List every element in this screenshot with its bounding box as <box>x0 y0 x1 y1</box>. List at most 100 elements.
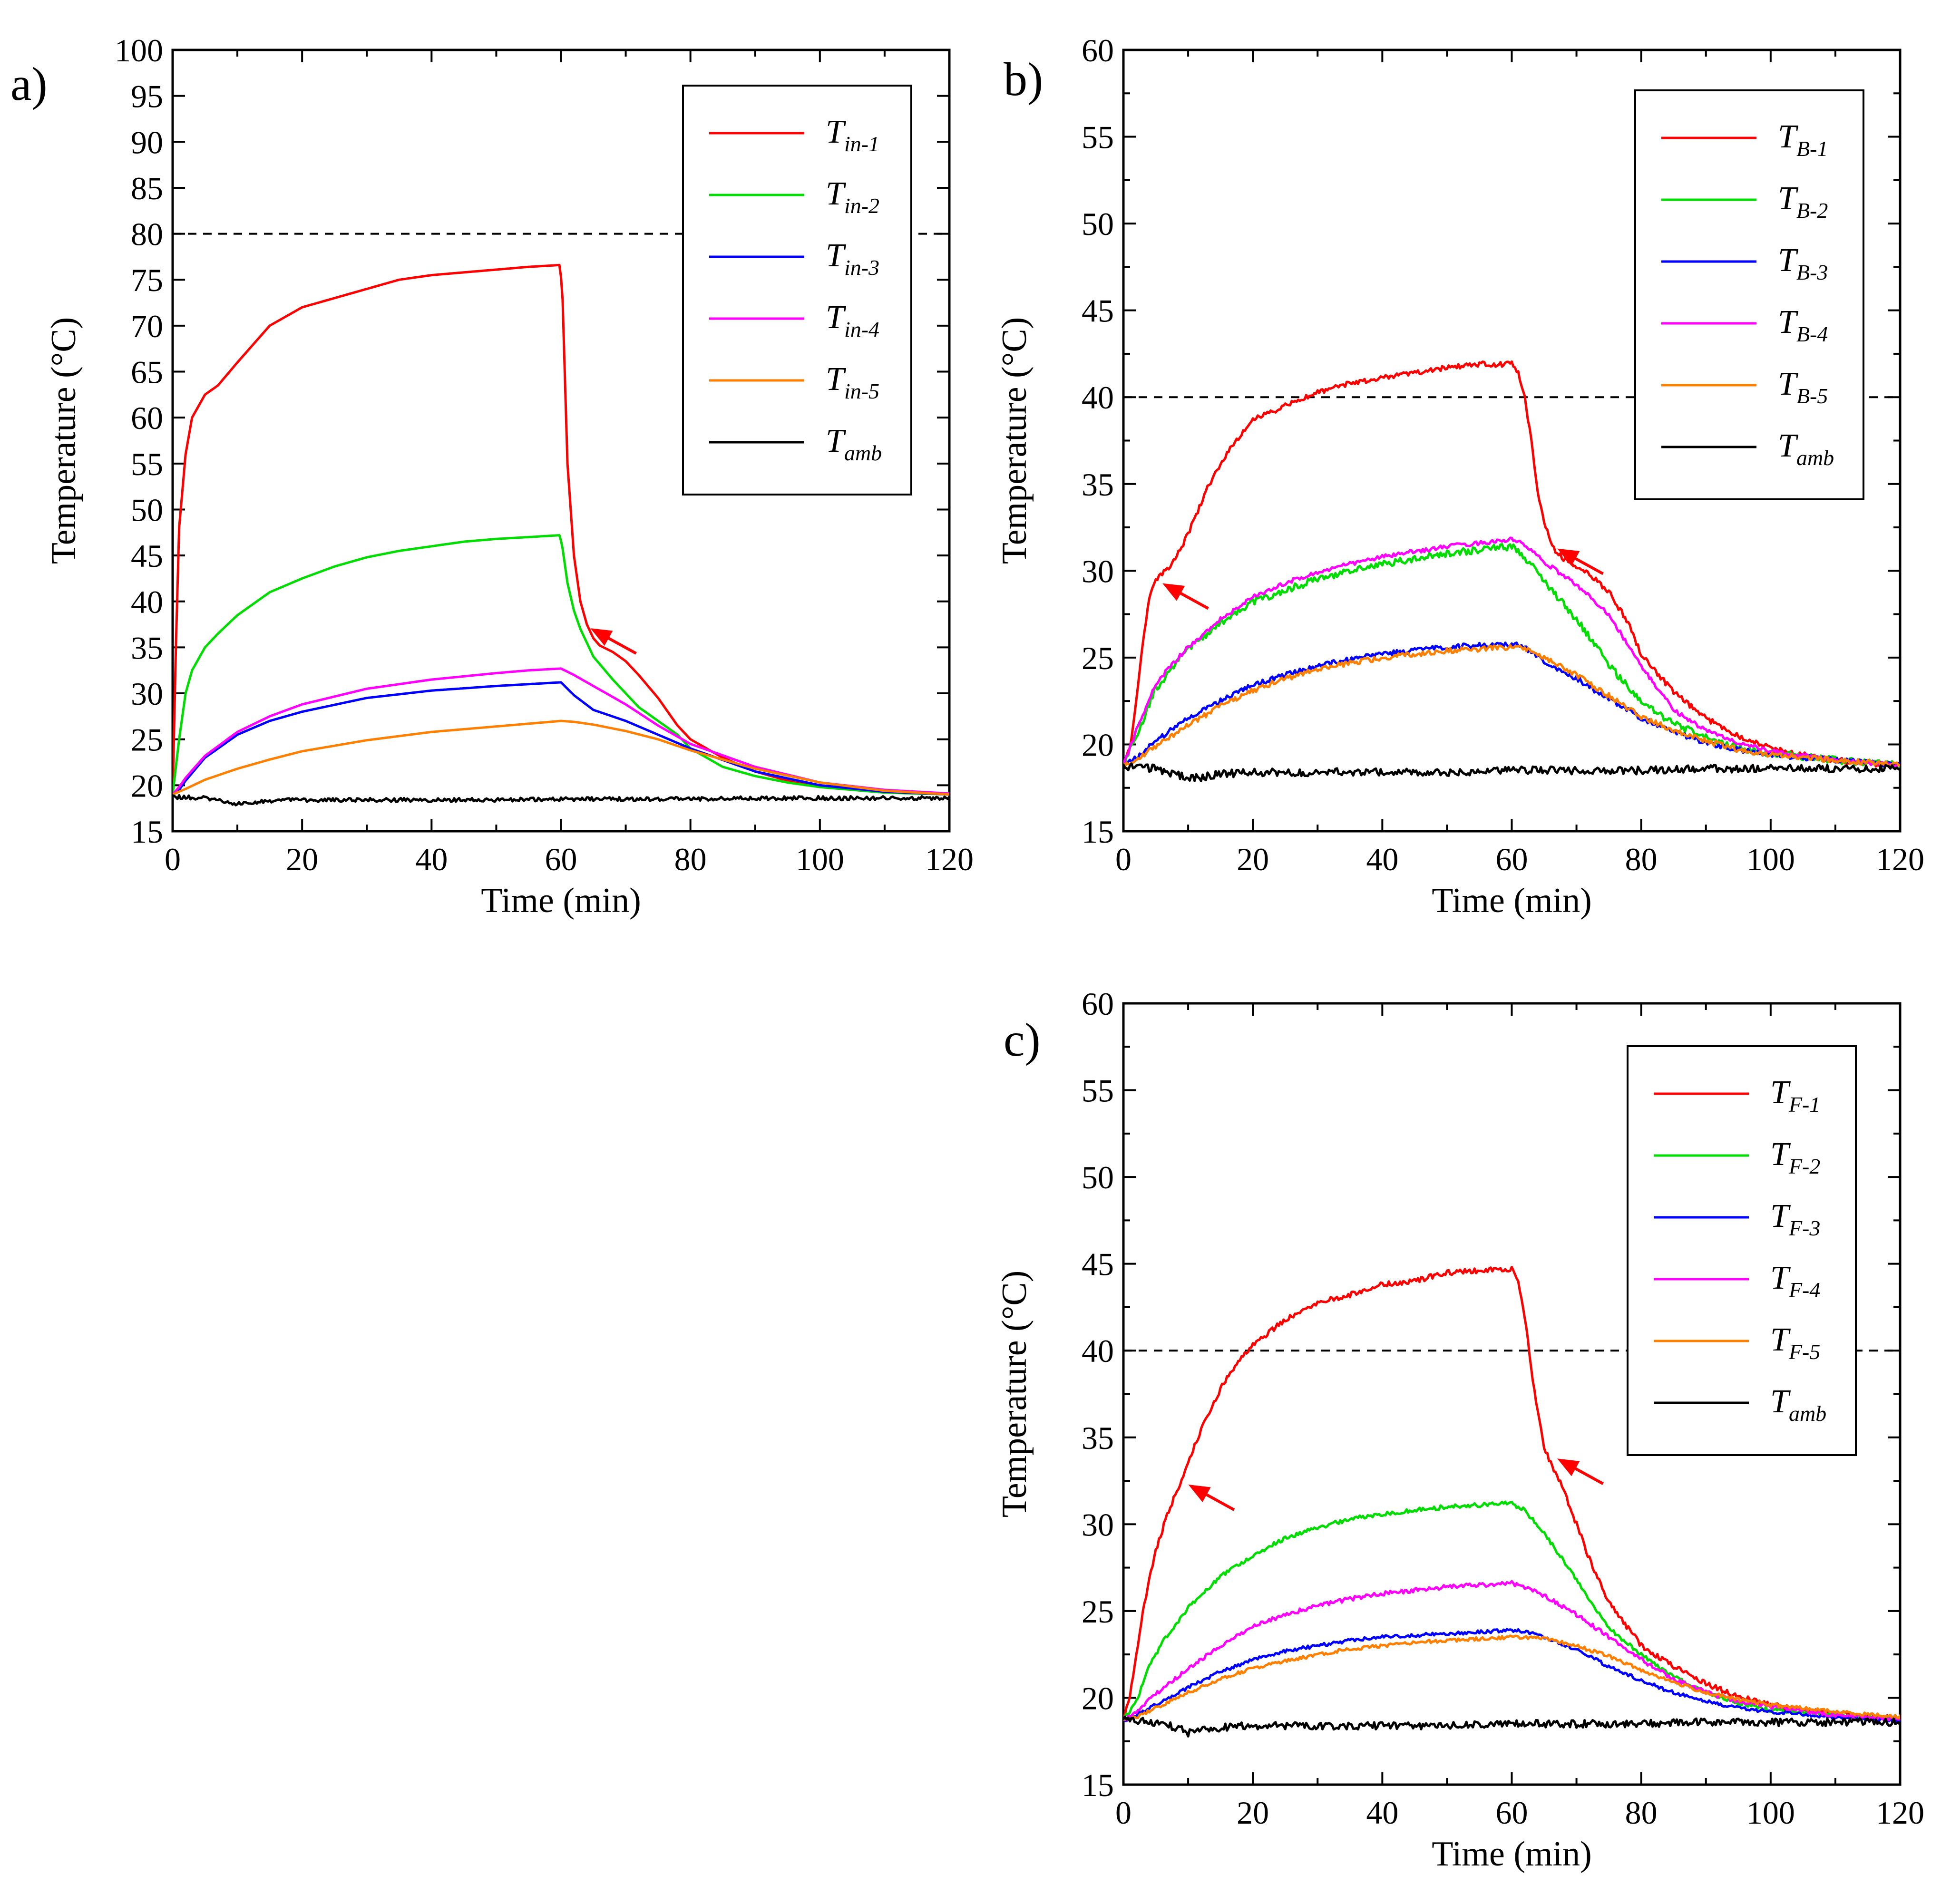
x-tick-label: 20 <box>1237 1795 1269 1831</box>
legend-label-subscript: in-5 <box>844 379 879 403</box>
legend-label-subscript: amb <box>1796 446 1834 470</box>
y-tick-label: 50 <box>131 492 163 528</box>
x-tick-label: 60 <box>1496 841 1528 877</box>
annotation-arrow <box>1557 1458 1604 1485</box>
legend-label-symbol: T <box>826 299 847 336</box>
x-tick-label: 0 <box>165 841 181 877</box>
y-tick-label: 45 <box>1082 1246 1114 1282</box>
y-tick-label: 45 <box>1082 293 1114 329</box>
x-axis-title: Time (min) <box>481 881 641 920</box>
y-tick-label: 45 <box>131 538 163 574</box>
y-tick-label: 60 <box>1082 32 1114 68</box>
series-line-F-1 <box>1123 1265 1900 1721</box>
y-tick-label: 30 <box>131 676 163 712</box>
annotation-arrow <box>1162 583 1209 610</box>
y-tick-label: 40 <box>131 584 163 620</box>
y-tick-label: 90 <box>131 124 163 160</box>
legend-label-symbol: T <box>1778 427 1799 464</box>
series-line-amb <box>1123 762 1900 782</box>
x-tick-label: 120 <box>1876 841 1924 877</box>
x-tick-label: 0 <box>1115 1795 1131 1831</box>
x-tick-label: 80 <box>674 841 707 877</box>
annotation-arrow <box>1557 548 1604 575</box>
legend-label: Tin-2 <box>826 175 879 218</box>
x-axis-title: Time (min) <box>1432 881 1591 920</box>
y-tick-label: 95 <box>131 78 163 115</box>
legend-label-symbol: T <box>1778 118 1799 155</box>
panel-c: 0 20 40 60 80 100 120 15 20 25 30 35 40 45 50 55 60 Time … <box>995 986 1924 1874</box>
x-tick-label: 100 <box>796 841 844 877</box>
series-line-B-5 <box>1123 644 1900 768</box>
x-tick-label: 40 <box>1366 1795 1398 1831</box>
legend-label-subscript: amb <box>844 441 882 465</box>
legend-label: Tamb <box>1778 427 1834 470</box>
legend-label-subscript: F-2 <box>1788 1154 1820 1178</box>
y-axis-title: Temperature (°C) <box>995 317 1034 564</box>
legend-label: TB-5 <box>1778 366 1828 408</box>
y-tick-label: 70 <box>131 308 163 344</box>
legend-label-subscript: B-2 <box>1796 198 1828 223</box>
y-tick-label: 15 <box>1082 814 1114 850</box>
legend-label-symbol: T <box>1778 242 1799 279</box>
y-tick-label: 35 <box>131 630 163 666</box>
legend-label: TF-5 <box>1770 1321 1820 1364</box>
x-tick-label: 40 <box>415 841 448 877</box>
panel-label: b) <box>1004 53 1043 106</box>
legend-label: TB-4 <box>1778 304 1828 346</box>
y-tick-label: 30 <box>1082 1506 1114 1543</box>
series-line-B-4 <box>1123 536 1900 768</box>
y-tick-label: 55 <box>131 446 163 482</box>
x-tick-label: 80 <box>1625 841 1658 877</box>
legend-label-symbol: T <box>826 423 847 459</box>
legend-label-subscript: B-4 <box>1796 322 1828 346</box>
y-tick-label: 85 <box>131 170 163 206</box>
legend-label: TF-4 <box>1770 1260 1820 1302</box>
x-tick-label: 120 <box>925 841 974 877</box>
series-line-amb <box>173 794 949 806</box>
legend-label-symbol: T <box>1770 1136 1791 1173</box>
legend-label-subscript: in-1 <box>844 132 879 156</box>
x-tick-label: 100 <box>1746 841 1795 877</box>
y-tick-label: 20 <box>131 767 163 804</box>
x-tick-label: 0 <box>1115 841 1131 877</box>
legend-label-subscript: in-2 <box>844 194 879 218</box>
y-tick-label: 25 <box>1082 640 1114 676</box>
legend-label: Tin-1 <box>826 114 879 156</box>
series-line-in-5 <box>173 719 949 796</box>
y-tick-label: 65 <box>131 354 163 390</box>
y-tick-label: 50 <box>1082 206 1114 242</box>
panel-a: 0 20 40 60 80 100 120 15 20 25 30 35 40 45 50 55 60 65 70 7… <box>10 32 974 920</box>
legend-label-subscript: B-5 <box>1796 384 1828 408</box>
x-tick-label: 100 <box>1746 1795 1795 1831</box>
legend-label-subscript: B-3 <box>1796 260 1828 284</box>
legend-label: TF-2 <box>1770 1136 1820 1178</box>
y-tick-label: 80 <box>131 216 163 253</box>
legend-label: TF-1 <box>1770 1074 1820 1117</box>
legend-label: Tin-3 <box>826 237 879 280</box>
legend-label: TB-2 <box>1778 180 1828 223</box>
y-tick-label: 100 <box>115 32 163 68</box>
series-line-B-1 <box>1123 360 1900 768</box>
legend-label-subscript: F-3 <box>1788 1216 1820 1240</box>
legend-label-symbol: T <box>1770 1260 1791 1296</box>
legend-label-subscript: in-4 <box>844 317 879 341</box>
x-tick-label: 80 <box>1625 1795 1658 1831</box>
annotation-arrow <box>1188 1485 1235 1511</box>
legend-label-symbol: T <box>1770 1383 1791 1420</box>
series-line-in-2 <box>173 534 949 796</box>
legend-label-subscript: B-1 <box>1796 136 1828 161</box>
y-tick-label: 35 <box>1082 1420 1114 1456</box>
legend-box <box>682 85 912 495</box>
legend-label-subscript: F-5 <box>1788 1340 1820 1364</box>
y-tick-label: 20 <box>1082 1680 1114 1716</box>
x-tick-label: 20 <box>286 841 318 877</box>
annotation-arrow <box>590 628 637 655</box>
x-tick-label: 20 <box>1237 841 1269 877</box>
legend-label: Tin-4 <box>826 299 879 341</box>
legend-label-symbol: T <box>1770 1321 1791 1358</box>
legend-label-symbol: T <box>826 175 847 212</box>
y-tick-label: 75 <box>131 262 163 298</box>
